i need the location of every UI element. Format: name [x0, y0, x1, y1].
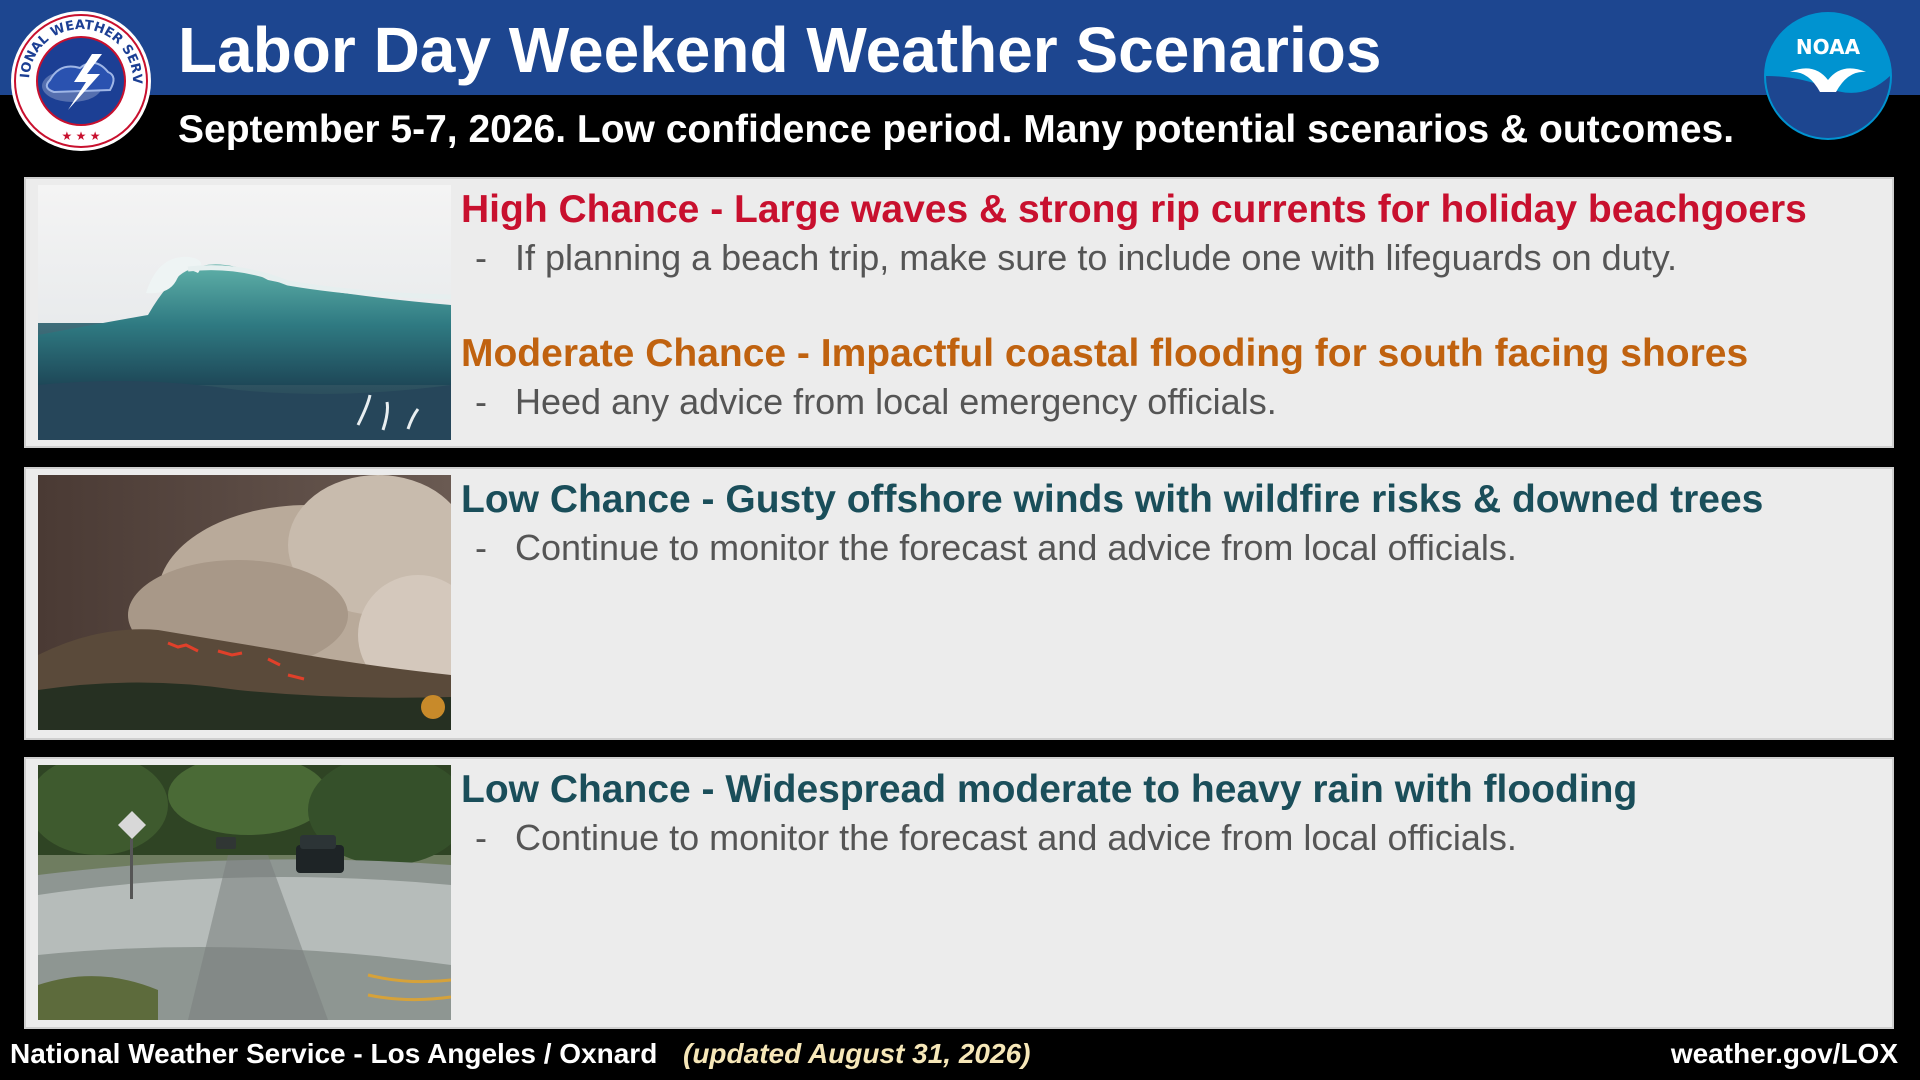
flooded-road-photo	[38, 765, 451, 1020]
wildfire-photo	[38, 475, 451, 730]
scenario-bullet: - Heed any advice from local emergency of…	[475, 381, 1277, 422]
scenario-bullet-text: Continue to monitor the forecast and adv…	[515, 817, 1517, 858]
scenario-heading-moderate: Moderate Chance - Impactful coastal floo…	[461, 332, 1749, 375]
svg-text:★ ★ ★: ★ ★ ★	[62, 129, 101, 143]
scenario-heading-low-flooding: Low Chance - Widespread moderate to heav…	[461, 768, 1638, 811]
scenario-heading-low-wildfire: Low Chance - Gusty offshore winds with w…	[461, 478, 1764, 521]
scenario-bullet-text: Continue to monitor the forecast and adv…	[515, 527, 1517, 568]
scenario-bullet: - Continue to monitor the forecast and ad…	[475, 817, 1517, 858]
scenario-panel-flooding: Low Chance - Widespread moderate to heav…	[24, 757, 1894, 1029]
footer-website-link[interactable]: weather.gov/LOX	[1670, 1038, 1898, 1069]
nws-logo: NATIONAL WEATHER SERVICE ★ ★ ★	[5, 0, 152, 152]
footer-office: National Weather Service - Los Angeles /…	[10, 1038, 658, 1069]
noaa-logo-text: NOAA	[1796, 35, 1861, 59]
scenario-bullet-text: If planning a beach trip, make sure to i…	[515, 237, 1678, 278]
scenario-bullet-text: Heed any advice from local emergency off…	[515, 381, 1277, 422]
footer-updated: (updated August 31, 2026)	[683, 1038, 1031, 1069]
title-bar	[0, 0, 1920, 95]
ocean-wave-photo	[38, 185, 451, 440]
scenario-panel-wildfire: Low Chance - Gusty offshore winds with w…	[24, 467, 1894, 740]
scenario-heading-high: High Chance - Large waves & strong rip c…	[461, 188, 1807, 231]
page-title: Labor Day Weekend Weather Scenarios	[178, 14, 1382, 86]
scenario-bullet: - Continue to monitor the forecast and ad…	[475, 527, 1517, 568]
scenario-panel-coastal: High Chance - Large waves & strong rip c…	[24, 177, 1894, 448]
scenario-bullet: - If planning a beach trip, make sure to …	[475, 237, 1678, 278]
noaa-logo: NOAA	[1762, 10, 1894, 142]
page-subtitle: September 5-7, 2026. Low confidence peri…	[178, 108, 1735, 151]
